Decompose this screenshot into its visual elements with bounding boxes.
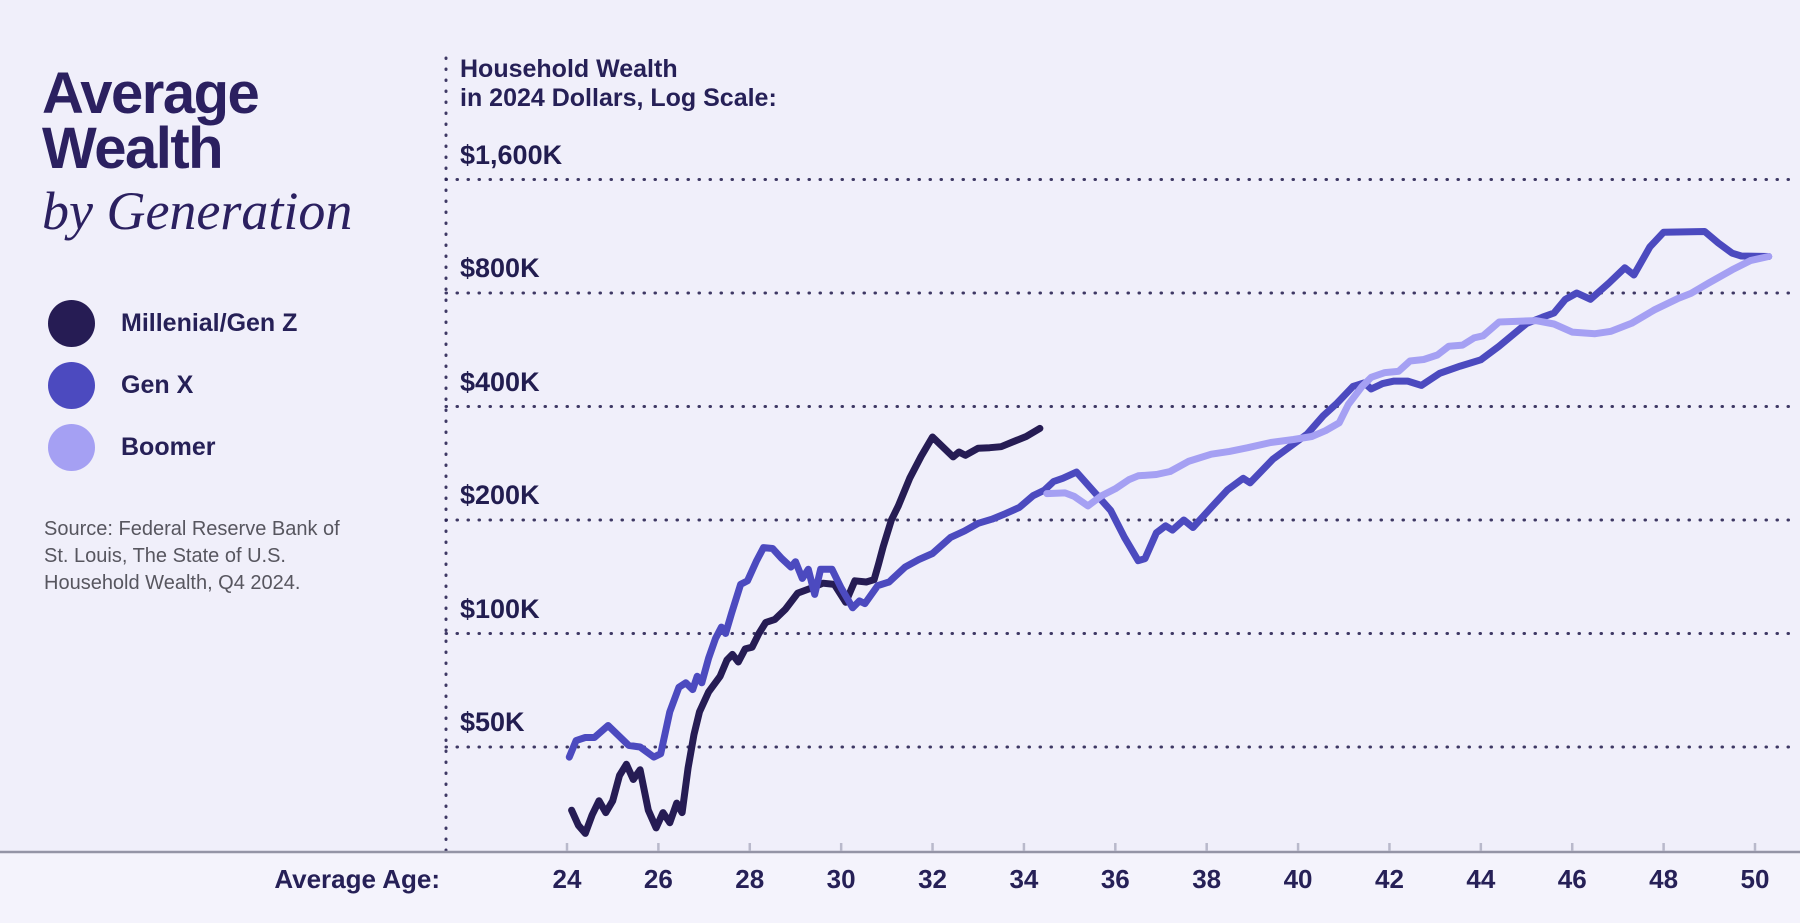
y-axis-title-line-2: in 2024 Dollars, Log Scale: xyxy=(460,84,777,112)
y-tick-label-800k: $800K xyxy=(460,253,540,283)
x-tick-label-38: 38 xyxy=(1192,864,1222,894)
boomer-swatch-icon xyxy=(48,424,95,471)
legend-item-millenial: Millenial/Gen Z xyxy=(48,300,297,347)
x-tick-label-28: 28 xyxy=(735,864,765,894)
legend-label-millenial: Millenial/Gen Z xyxy=(121,309,298,337)
x-tick-label-40: 40 xyxy=(1283,864,1313,894)
x-tick-label-50: 50 xyxy=(1740,864,1770,894)
series-line-gen-x xyxy=(565,228,1773,761)
page-title-line-3: by Generation xyxy=(42,181,353,242)
legend-label-boomer: Boomer xyxy=(121,433,216,461)
x-tick-label-36: 36 xyxy=(1100,864,1130,894)
x-tick-label-24: 24 xyxy=(552,864,582,894)
source-line-1: Source: Federal Reserve Bank of xyxy=(44,518,340,540)
x-tick-label-46: 46 xyxy=(1557,864,1587,894)
y-tick-label-50k: $50K xyxy=(460,707,525,737)
legend-label-genx: Gen X xyxy=(121,371,194,399)
x-tick-label-26: 26 xyxy=(643,864,673,894)
legend: Millenial/Gen Z Gen X Boomer xyxy=(48,300,297,486)
source-note: Source: Federal Reserve Bank of St. Loui… xyxy=(44,516,340,598)
series-line-boomer xyxy=(1043,253,1773,510)
millenial-swatch-icon xyxy=(48,300,95,347)
y-axis-title-line-1: Household Wealth xyxy=(460,55,678,83)
x-tick-label-48: 48 xyxy=(1649,864,1679,894)
x-tick-label-32: 32 xyxy=(918,864,947,894)
axis-footer-band xyxy=(0,853,1800,923)
page-title-line-2: Wealth xyxy=(42,116,224,182)
source-line-2: St. Louis, The State of U.S. xyxy=(44,545,286,568)
series-line-millenial-gen-z xyxy=(568,424,1044,837)
page-title-line-1: Average xyxy=(42,61,260,126)
y-tick-label-400k: $400K xyxy=(460,366,540,397)
title-block: Average Wealth by Generation xyxy=(42,61,353,242)
x-tick-label-30: 30 xyxy=(826,864,856,894)
x-axis-title: Average Age: xyxy=(274,864,440,894)
y-tick-label-200k: $200K xyxy=(460,480,540,510)
source-line-3: Household Wealth, Q4 2024. xyxy=(44,572,301,595)
y-axis-title: Household Wealth in 2024 Dollars, Log Sc… xyxy=(460,55,777,113)
legend-item-boomer: Boomer xyxy=(48,424,297,471)
genx-swatch-icon xyxy=(48,362,95,409)
legend-item-genx: Gen X xyxy=(48,362,297,409)
x-tick-label-34: 34 xyxy=(1009,864,1039,894)
x-tick-label-42: 42 xyxy=(1374,864,1404,894)
y-tick-label-100k: $100K xyxy=(460,593,540,624)
y-tick-label-1600k: $1,600K xyxy=(460,139,563,170)
x-tick-label-44: 44 xyxy=(1466,864,1496,894)
